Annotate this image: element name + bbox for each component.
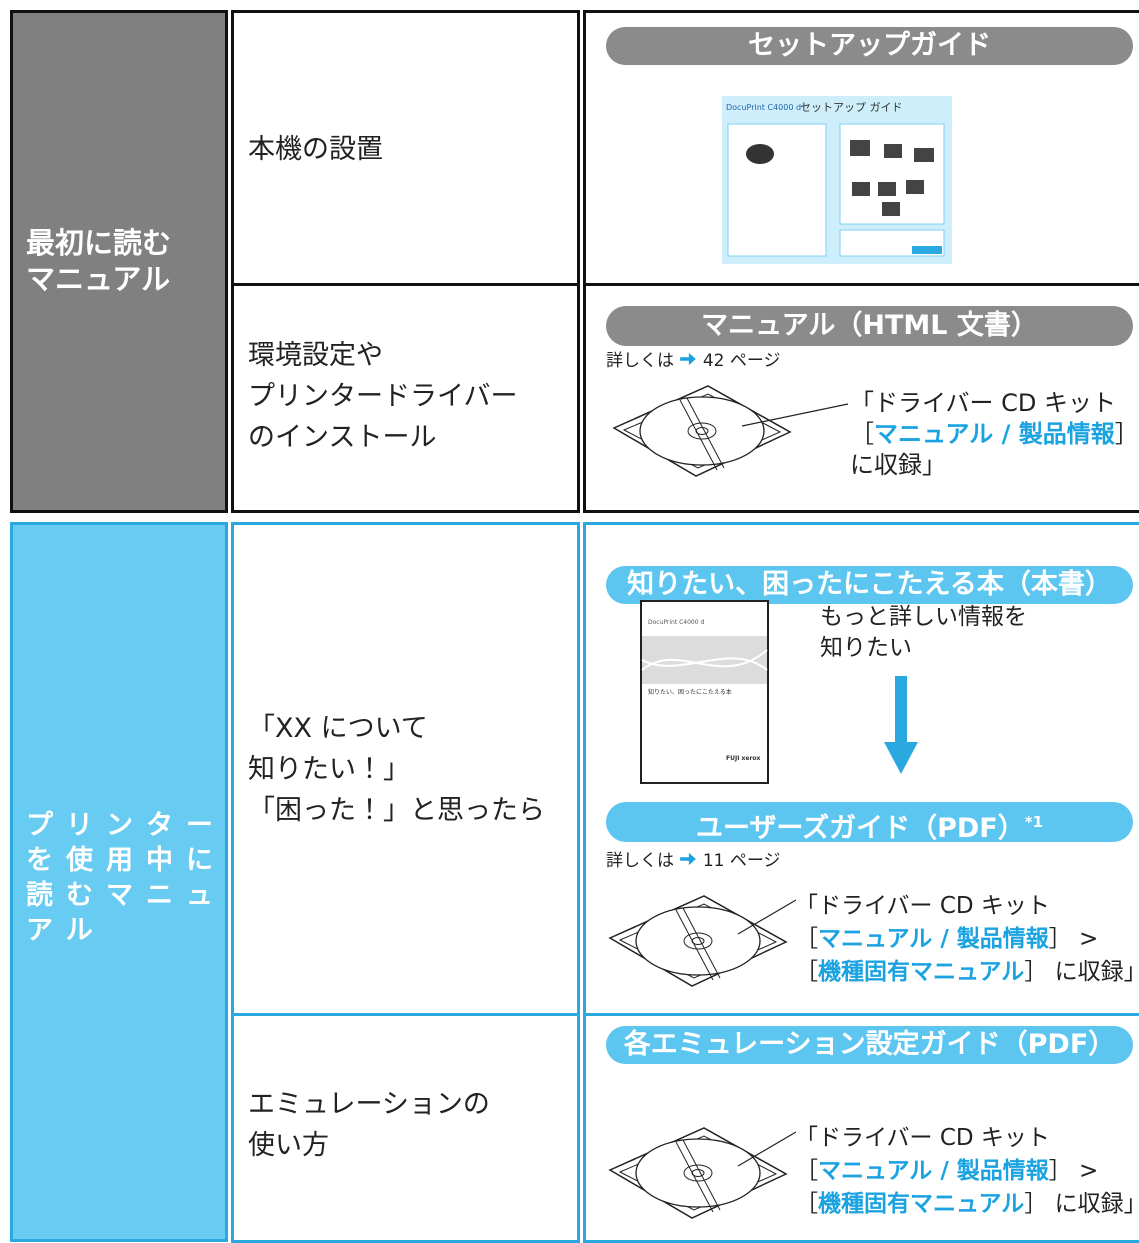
task-line: 「困った！」と思ったら xyxy=(248,795,545,826)
thumb-model: DocuPrint C4000 d xyxy=(726,103,801,112)
next-manual-title: ユーザーズガイド（PDF）*1 xyxy=(606,802,1133,844)
location-text: ］ に収録」 xyxy=(1024,959,1139,985)
note-line: もっと詳しい情報を xyxy=(820,604,1027,630)
task-line: 知りたい！」 xyxy=(248,754,410,785)
label-line: マニュアル xyxy=(26,262,171,296)
cover-brand: FUJI xerox xyxy=(726,755,761,762)
reference-prefix: 詳しくは xyxy=(606,351,674,371)
thumb-printer xyxy=(746,144,774,164)
task-line: 「XX について xyxy=(248,713,428,744)
cover-model: DocuPrint C4000 d xyxy=(648,619,704,626)
cd-illustration xyxy=(613,385,849,477)
manual-title: 知りたい、困ったにこたえる本（本書） xyxy=(606,566,1133,604)
setup-guide-thumbnail: DocuPrint C4000 d セットアップ ガイド xyxy=(722,96,952,264)
reference: 詳しくは 42 ページ xyxy=(606,346,781,371)
down-arrow xyxy=(884,676,918,774)
thumb-illustrations xyxy=(850,140,934,216)
task-line: エミュレーションの xyxy=(248,1089,490,1120)
section-label-cell xyxy=(10,10,228,513)
location-text: 「ドライバー CD キット xyxy=(795,1125,1050,1151)
location-line: ［機種固有マニュアル］ に収録」 xyxy=(795,1188,1139,1221)
location-emphasis: 機種固有マニュアル xyxy=(818,1191,1025,1217)
manual-title: 各エミュレーション設定ガイド（PDF） xyxy=(606,1026,1133,1064)
location-text: ］ > xyxy=(1048,1158,1099,1184)
task-text: エミュレーションの 使い方 xyxy=(248,1084,490,1166)
section-label: 最初に読む マニュアル xyxy=(26,225,171,297)
location-emphasis: マニュアル / 製品情報 xyxy=(874,420,1115,448)
location-emphasis: マニュアル / 製品情報 xyxy=(818,926,1049,952)
label-line: アル xyxy=(26,915,106,946)
task-line: 本機の設置 xyxy=(248,134,383,165)
task-line: 環境設定や xyxy=(248,340,383,371)
location-line: ［マニュアル / 製品情報］ > xyxy=(795,1155,1139,1188)
manual-cell xyxy=(583,283,1139,513)
note-line: 知りたい xyxy=(820,635,912,661)
location-text: ］ に収録」 xyxy=(1024,1191,1139,1217)
thumb-title: セットアップ ガイド xyxy=(800,101,903,114)
task-text: 「XX について 知りたい！」 「困った！」と思ったら xyxy=(248,708,545,831)
manual-title: マニュアル（HTML 文書） xyxy=(606,306,1133,346)
task-line: プリンタードライバー xyxy=(248,381,518,412)
task-line: 使い方 xyxy=(248,1130,329,1161)
section-label: プリンター を使用中に 読むマニュ アル xyxy=(26,808,226,948)
location-text: ［ xyxy=(795,959,818,985)
cd-illustration xyxy=(609,1127,797,1219)
location-text: ］ > xyxy=(1048,926,1099,952)
location-line: 「ドライバー CD キット xyxy=(850,388,1139,419)
thumb-panel xyxy=(727,123,827,257)
reference-page: 42 ページ xyxy=(702,351,781,371)
location-text: ［ xyxy=(795,1158,818,1184)
location-line: に収録」 xyxy=(850,450,1139,481)
label-line: プリンター xyxy=(26,810,226,841)
reference-arrow xyxy=(680,852,697,866)
task-text: 環境設定や プリンタードライバー のインストール xyxy=(248,335,517,458)
location-text: に収録」 xyxy=(850,451,946,479)
location-text: 「ドライバー CD キット xyxy=(795,893,1050,919)
reference: 詳しくは 11 ページ xyxy=(606,846,781,871)
cd-illustration xyxy=(609,895,797,987)
cover-waves xyxy=(641,649,768,671)
location-line: ［マニュアル / 製品情報］ > xyxy=(795,923,1139,956)
location-line: ［マニュアル / 製品情報］ xyxy=(850,419,1139,450)
location-emphasis: マニュアル / 製品情報 xyxy=(818,1158,1049,1184)
cover-title: 知りたい、困ったにこたえる本 xyxy=(648,688,732,696)
label-line: を使用中に xyxy=(26,845,226,876)
location-text: ［ xyxy=(850,420,874,448)
location: 「ドライバー CD キット ［マニュアル / 製品情報］ > ［機種固有マニュア… xyxy=(795,1122,1139,1221)
location-text: ］ xyxy=(1114,420,1139,448)
label-line: 読むマニュ xyxy=(26,880,226,911)
reference-page: 11 ページ xyxy=(702,851,781,871)
cover-frame xyxy=(640,600,769,784)
location-line: ［機種固有マニュアル］ に収録」 xyxy=(795,956,1139,989)
location-text: ［ xyxy=(795,1191,818,1217)
location: 「ドライバー CD キット ［マニュアル / 製品情報］ > ［機種固有マニュア… xyxy=(795,890,1139,989)
task-text: 本機の設置 xyxy=(248,129,383,170)
location-emphasis: 機種固有マニュアル xyxy=(818,959,1025,985)
location-line: 「ドライバー CD キット xyxy=(795,1122,1139,1155)
book-cover: DocuPrint C4000 d 知りたい、困ったにこたえる本 FUJI xe… xyxy=(640,600,769,784)
location-text: 「ドライバー CD キット xyxy=(850,389,1117,417)
thumb-badge xyxy=(912,246,942,254)
reference-prefix: 詳しくは xyxy=(606,851,674,871)
section-label-cell xyxy=(10,522,228,1242)
reference-arrow xyxy=(680,352,697,366)
location: 「ドライバー CD キット ［マニュアル / 製品情報］ に収録」 xyxy=(850,388,1139,481)
task-line: のインストール xyxy=(248,422,437,453)
manual-title: セットアップガイド xyxy=(606,27,1133,65)
location-line: 「ドライバー CD キット xyxy=(795,890,1139,923)
footnote: *1 xyxy=(1024,813,1044,831)
note: もっと詳しい情報を 知りたい xyxy=(820,602,1027,664)
next-manual-name: ユーザーズガイド（PDF） xyxy=(695,813,1025,844)
task-cell xyxy=(231,283,580,513)
label-line: 最初に読む xyxy=(26,226,172,260)
location-text: ［ xyxy=(795,926,818,952)
